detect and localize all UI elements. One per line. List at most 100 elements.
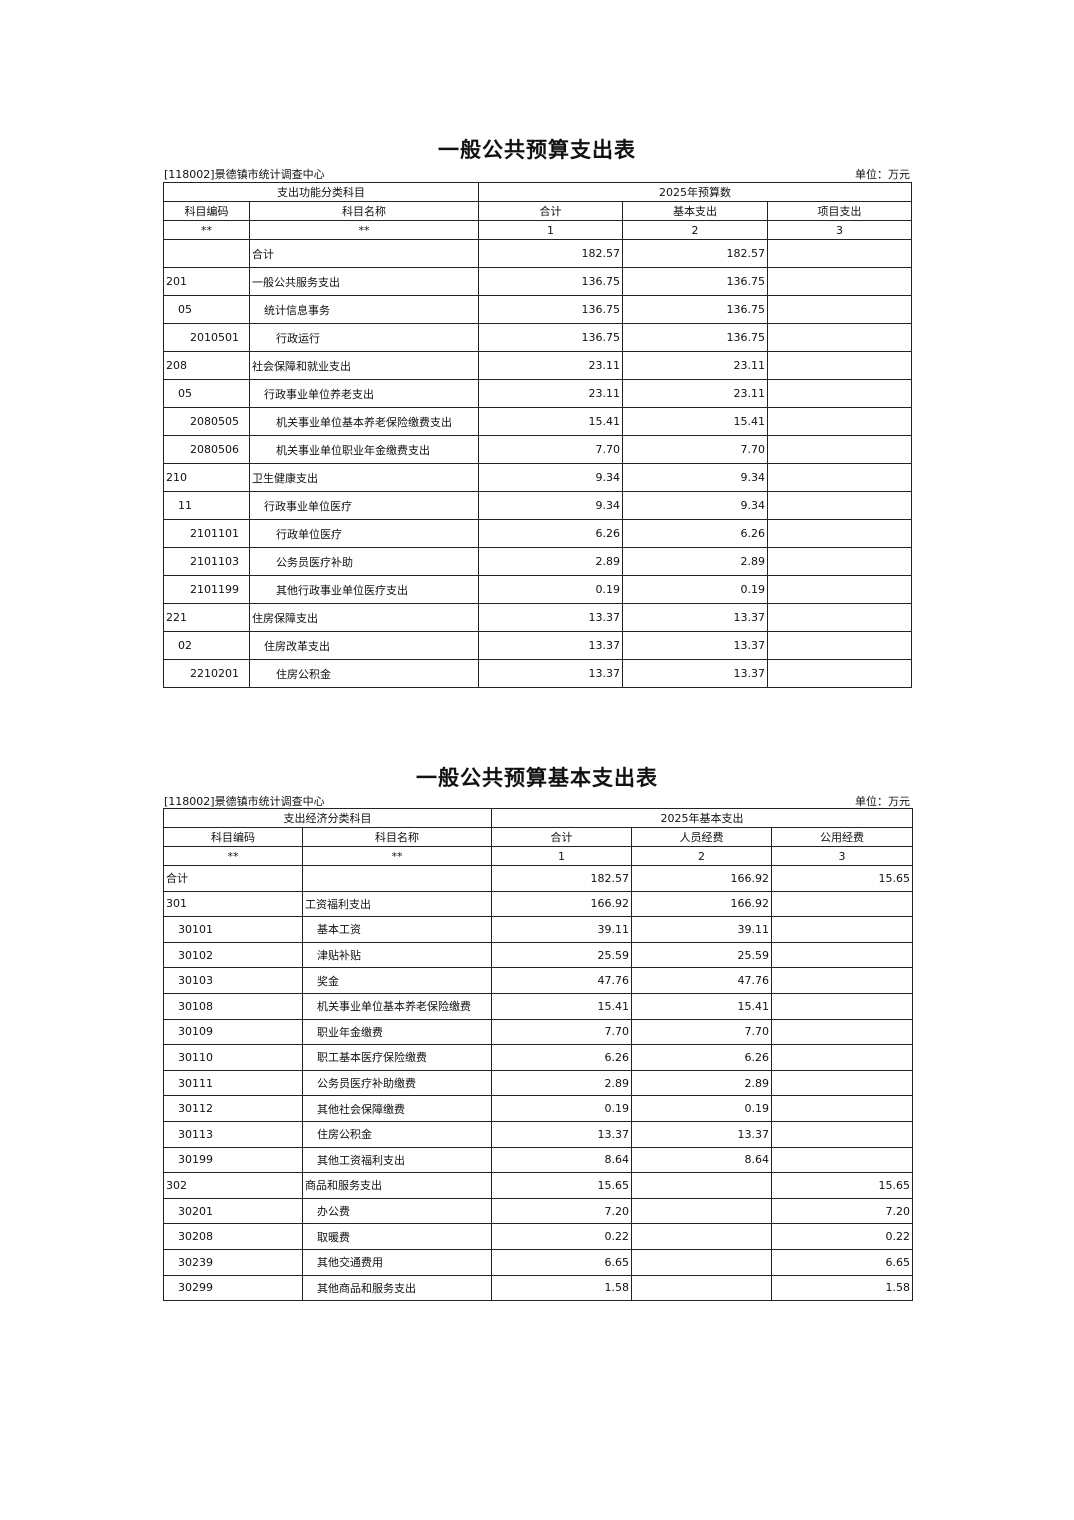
name-cell: 住房公积金 xyxy=(249,659,479,688)
personnel-cell: 13.37 xyxy=(631,1120,772,1148)
column-header: 科目编码 xyxy=(163,827,303,847)
table1-org: [118002]景德镇市统计调查中心 xyxy=(164,168,325,181)
name-cell: 卫生健康支出 xyxy=(249,463,479,492)
name-cell: 公务员医疗补助缴费 xyxy=(302,1069,492,1097)
total-cell: 182.57 xyxy=(491,865,632,892)
total-cell: 136.75 xyxy=(478,295,623,324)
code-cell: 11 xyxy=(163,491,250,520)
personnel-cell xyxy=(631,1197,772,1225)
code-cell: 30113 xyxy=(163,1120,303,1148)
public-cell xyxy=(770,1044,914,1071)
project-cell xyxy=(766,491,913,520)
total-cell: 166.92 xyxy=(491,890,632,918)
total-cell: 15.41 xyxy=(491,992,632,1020)
public-cell: 1.58 xyxy=(770,1274,914,1302)
public-cell: 15.65 xyxy=(770,1172,914,1199)
total-cell: 1.58 xyxy=(491,1274,632,1302)
public-cell xyxy=(770,992,914,1020)
table-row: 208 社会保障和就业支出 23.11 23.11 xyxy=(163,351,913,380)
code-cell: 30199 xyxy=(163,1146,303,1174)
name-cell: 公务员医疗补助 xyxy=(249,547,479,576)
table-row: 2080506 机关事业单位职业年金缴费支出 7.70 7.70 xyxy=(163,435,913,464)
table-row: 30109 职业年金缴费 7.70 7.70 xyxy=(163,1018,914,1046)
public-cell xyxy=(770,890,914,918)
basic-cell: 9.34 xyxy=(622,463,768,492)
index-cell: ** xyxy=(163,220,250,240)
name-cell: 职工基本医疗保险缴费 xyxy=(302,1044,492,1071)
public-cell: 0.22 xyxy=(770,1223,914,1250)
name-cell: 其他商品和服务支出 xyxy=(302,1274,492,1302)
code-cell: 2080505 xyxy=(163,407,250,436)
name-cell: 机关事业单位基本养老保险缴费 xyxy=(302,992,492,1020)
name-cell: 工资福利支出 xyxy=(302,890,492,918)
table-row: 302 商品和服务支出 15.65 15.65 xyxy=(163,1172,914,1199)
code-cell: 30102 xyxy=(163,941,303,969)
name-cell: 职业年金缴费 xyxy=(302,1018,492,1046)
table-row: 30103 奖金 47.76 47.76 xyxy=(163,967,914,994)
code-cell: 30112 xyxy=(163,1095,303,1122)
table-row: 05 统计信息事务 136.75 136.75 xyxy=(163,295,913,324)
total-cell: 13.37 xyxy=(478,659,623,688)
personnel-cell: 25.59 xyxy=(631,941,772,969)
table-row: 221 住房保障支出 13.37 13.37 xyxy=(163,603,913,632)
personnel-cell: 47.76 xyxy=(631,967,772,994)
total-cell: 2.89 xyxy=(478,547,623,576)
code-cell: 210 xyxy=(163,463,250,492)
total-cell: 136.75 xyxy=(478,267,623,296)
total-cell: 8.64 xyxy=(491,1146,632,1174)
name-cell: 取暖费 xyxy=(302,1223,492,1250)
table-row: 30299 其他商品和服务支出 1.58 1.58 xyxy=(163,1274,914,1302)
name-cell: 一般公共服务支出 xyxy=(249,267,479,296)
index-cell: 2 xyxy=(631,846,772,866)
code-cell: 221 xyxy=(163,603,250,632)
public-cell xyxy=(770,967,914,994)
table2-title: 一般公共预算基本支出表 xyxy=(416,765,658,790)
table-row: 30108 机关事业单位基本养老保险缴费 15.41 15.41 xyxy=(163,992,914,1020)
total-cell: 15.65 xyxy=(491,1172,632,1199)
total-cell: 23.11 xyxy=(478,379,623,408)
code-cell: 302 xyxy=(163,1172,303,1199)
project-cell xyxy=(766,239,913,268)
column-header: 合计 xyxy=(478,201,623,221)
total-cell: 9.34 xyxy=(478,463,623,492)
total-cell: 9.34 xyxy=(478,491,623,520)
total-cell: 7.20 xyxy=(491,1197,632,1225)
name-cell: 合计 xyxy=(249,239,479,268)
table-row: 210 卫生健康支出 9.34 9.34 xyxy=(163,463,913,492)
table-row: 05 行政事业单位养老支出 23.11 23.11 xyxy=(163,379,913,408)
total-cell: 0.22 xyxy=(491,1223,632,1250)
public-cell xyxy=(770,1095,914,1122)
index-cell: 1 xyxy=(478,220,623,240)
basic-cell: 136.75 xyxy=(622,267,768,296)
code-cell: 2210201 xyxy=(163,659,250,688)
project-cell xyxy=(766,295,913,324)
personnel-cell xyxy=(631,1172,772,1199)
personnel-cell xyxy=(631,1274,772,1302)
project-cell xyxy=(766,631,913,660)
code-cell: 2101103 xyxy=(163,547,250,576)
basic-cell: 7.70 xyxy=(622,435,768,464)
table-row: 30112 其他社会保障缴费 0.19 0.19 xyxy=(163,1095,914,1122)
table-row: 2210201 住房公积金 13.37 13.37 xyxy=(163,659,913,688)
name-cell: 其他行政事业单位医疗支出 xyxy=(249,575,479,604)
public-cell xyxy=(770,1018,914,1046)
table1-title: 一般公共预算支出表 xyxy=(438,137,636,162)
name-cell: 住房公积金 xyxy=(302,1120,492,1148)
group-header: 2025年预算数 xyxy=(477,182,913,202)
personnel-cell xyxy=(631,1223,772,1250)
code-cell: 2080506 xyxy=(163,435,250,464)
code-cell: 2010501 xyxy=(163,323,250,352)
index-cell: 1 xyxy=(491,846,632,866)
name-cell: 机关事业单位职业年金缴费支出 xyxy=(249,435,479,464)
table1-unit: 单位：万元 xyxy=(855,168,910,181)
index-cell: 2 xyxy=(622,220,768,240)
project-cell xyxy=(766,435,913,464)
column-header: 科目编码 xyxy=(163,201,250,221)
code-cell: 30111 xyxy=(163,1069,303,1097)
basic-cell: 136.75 xyxy=(622,295,768,324)
basic-cell: 136.75 xyxy=(622,323,768,352)
group-header: 2025年基本支出 xyxy=(490,808,914,828)
project-cell xyxy=(766,519,913,548)
code-cell: 2101199 xyxy=(163,575,250,604)
total-cell: 182.57 xyxy=(478,239,623,268)
